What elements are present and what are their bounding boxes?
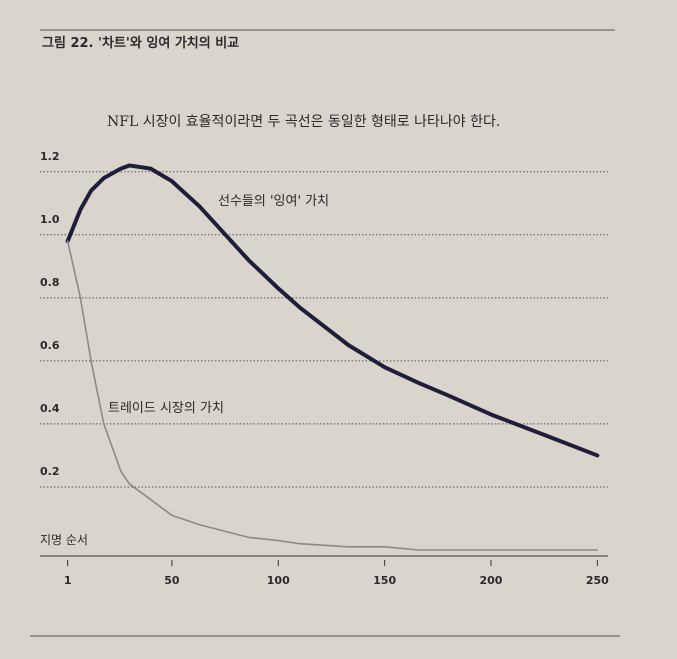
chart-subtitle: NFL 시장이 효율적이라면 두 곡선은 동일한 형태로 나타나야 한다.	[107, 114, 500, 130]
chart-title: 그림 22. '차트'와 잉여 가치의 비교	[42, 35, 239, 51]
y-tick-label: 0.2	[40, 465, 60, 478]
x-tick-label: 200	[480, 574, 503, 587]
annotation: 트레이드 시장의 가치	[108, 401, 224, 416]
x-tick-label: 50	[164, 574, 180, 587]
y-tick-label: 0.8	[40, 276, 60, 289]
x-tick-label: 100	[267, 574, 290, 587]
x-tick-label: 150	[373, 574, 396, 587]
data-line	[66, 240, 599, 551]
x-tick-label: 250	[586, 574, 609, 587]
y-tick-label: 0.4	[40, 402, 60, 415]
y-tick-label: 1.2	[40, 150, 60, 163]
x-axis-label: 지명 순서	[40, 533, 88, 547]
y-tick-label: 1.0	[40, 213, 60, 226]
y-tick-label: 0.6	[40, 339, 60, 352]
data-line	[65, 163, 600, 458]
annotation: 선수들의 '잉여' 가치	[218, 194, 329, 209]
x-tick-label: 1	[64, 574, 72, 587]
